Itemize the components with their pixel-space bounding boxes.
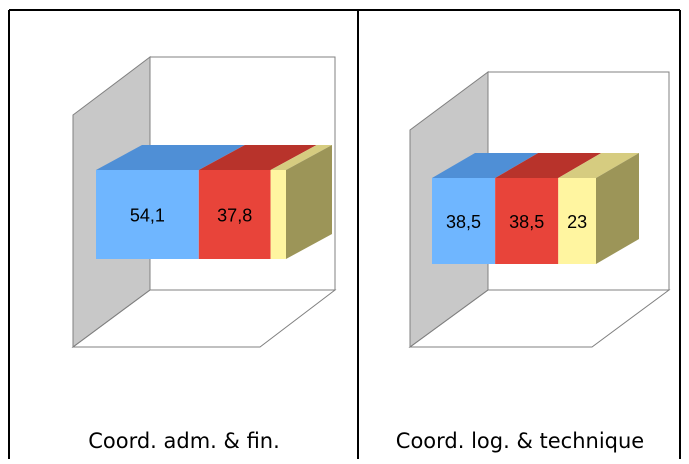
chart-1-seg-2-label: 37,8: [217, 206, 252, 226]
chart-1-bars: 54,1 37,8: [96, 145, 332, 259]
chart-2-bars: 38,5 38,5 23: [432, 153, 639, 264]
chart-1-seg-2-bar: [198, 170, 271, 259]
chart-1: 54,1 37,8: [71, 55, 337, 348]
chart-2: 38,5 38,5 23: [408, 71, 671, 348]
chart-2-seg-3-side: [596, 153, 639, 264]
chart-2-seg-1-label: 38,5: [446, 212, 481, 232]
chart-1-seg-3-side: [286, 145, 332, 259]
chart-2-floor: [408, 289, 671, 348]
chart-2-seg-3-top: [558, 153, 639, 178]
chart-2-seg-2-label: 38,5: [509, 212, 544, 232]
chart-2-seg-3-label: 23: [567, 212, 587, 232]
chart-1-seg-1-label: 54,1: [130, 206, 165, 226]
chart-2-title: Coord. log. & technique: [395, 429, 645, 453]
chart-2-seg-3-bar: [558, 178, 596, 264]
chart-1-seg-1-top: [96, 145, 245, 170]
chart-1-seg-3-top: [270, 145, 332, 170]
chart-2-seg-1-bar: [432, 178, 496, 264]
chart-1-title: Coord. adm. & fin.: [88, 429, 280, 453]
chart-1-seg-2-top: [198, 145, 317, 170]
chart-1-seg-3-bar: [270, 170, 286, 259]
chart-2-seg-2-top: [495, 153, 602, 178]
chart-1-floor: [71, 289, 337, 348]
chart-2-seg-2-bar: [495, 178, 559, 264]
chart-1-seg-1-bar: [96, 170, 199, 259]
chart-2-seg-1-top: [432, 153, 539, 178]
